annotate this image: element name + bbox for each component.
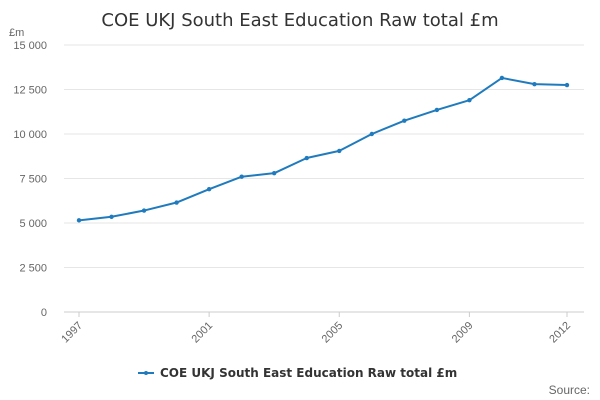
data-point[interactable] [272,170,277,176]
x-tick-label: 2001 [189,320,215,346]
data-point[interactable] [402,118,407,123]
data-point[interactable] [467,97,472,103]
data-point[interactable] [174,200,179,205]
x-axis-tick-labels: 1997 2001 2005 2009 2012 [59,312,573,345]
x-tick-label: 2012 [547,320,573,346]
y-tick-label: 12 500 [13,85,47,97]
source-label: Source: [549,383,590,397]
x-tick-label: 2009 [450,320,476,346]
data-point[interactable] [109,214,114,219]
data-point[interactable] [304,155,309,161]
y-tick-label: 5 000 [19,218,47,230]
y-tick-label: 2 500 [19,263,47,275]
legend-dot-marker [144,371,148,375]
data-point[interactable] [337,148,342,154]
data-point[interactable] [434,107,440,113]
data-point[interactable] [141,208,147,213]
y-tick-label: 7 500 [19,174,47,186]
y-tick-label: 15 000 [13,40,47,52]
data-point[interactable] [206,186,212,192]
data-point[interactable] [239,174,244,179]
y-tick-label: 10 000 [13,129,47,141]
legend-label: COE UKJ South East Education Raw total £… [160,366,457,380]
legend[interactable]: COE UKJ South East Education Raw total £… [138,366,457,380]
data-point[interactable] [564,82,570,88]
data-point[interactable] [499,75,505,81]
chart-title: COE UKJ South East Education Raw total £… [101,10,498,31]
y-axis-tick-labels: 0 2 500 5 000 7 500 10 000 12 500 15 000 [13,40,47,319]
series-layer [76,75,570,223]
data-point[interactable] [369,131,374,137]
y-axis-unit-label: £m [9,27,24,39]
data-point[interactable] [532,81,537,87]
grid-lines [64,44,584,313]
x-tick-label: 2005 [320,320,346,346]
y-tick-label: 0 [41,307,47,319]
x-tick-label: 1997 [59,320,85,346]
data-point[interactable] [76,218,82,223]
series-line [78,76,568,222]
